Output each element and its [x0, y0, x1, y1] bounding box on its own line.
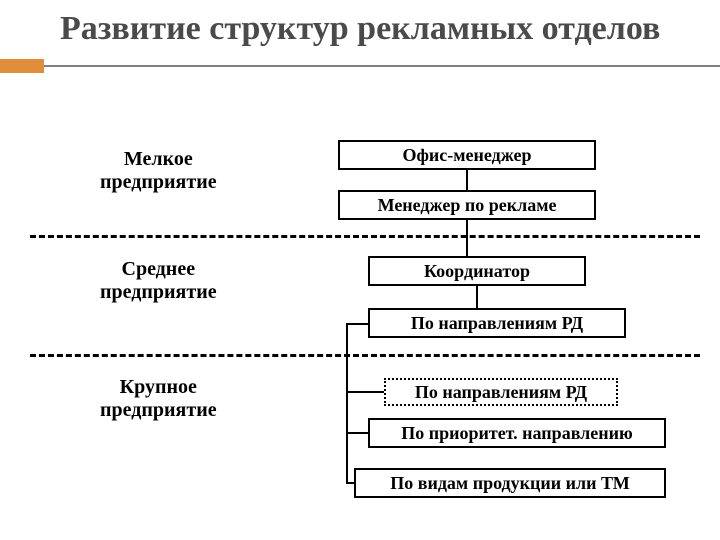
- label-line: предприятие: [100, 399, 217, 421]
- label-line: Крупное: [120, 376, 197, 398]
- slide-title: Развитие структур рекламных отделов: [60, 10, 720, 47]
- label-line: предприятие: [100, 171, 217, 193]
- slide-title-block: Развитие структур рекламных отделов: [0, 0, 720, 53]
- box-b1: Офис-менеджер: [338, 140, 596, 170]
- box-b6: По приоритет. направлению: [368, 418, 666, 448]
- box-b2: Менеджер по рекламе: [338, 190, 596, 220]
- connector-5: [346, 391, 384, 393]
- connector-1: [466, 220, 468, 256]
- section-label-0: Мелкоепредприятие: [100, 148, 217, 194]
- divider-1: [30, 354, 700, 357]
- connector-0: [466, 170, 468, 190]
- connector-2: [476, 286, 478, 308]
- connector-3: [346, 323, 348, 483]
- box-b4: По направлениям РД: [368, 308, 626, 338]
- diagram-canvas: МелкоепредприятиеСреднеепредприятиеКрупн…: [0, 130, 720, 540]
- box-b3: Координатор: [368, 256, 586, 286]
- horizontal-rule: [44, 65, 720, 67]
- accent-bar: [0, 59, 44, 73]
- connector-6: [346, 432, 368, 434]
- box-b7: По видам продукции или ТМ: [354, 468, 666, 498]
- label-line: Среднее: [122, 258, 196, 280]
- divider-0: [30, 235, 700, 238]
- box-b5: По направлениям РД: [384, 378, 618, 406]
- label-line: Мелкое: [124, 148, 193, 170]
- connector-7: [346, 482, 354, 484]
- section-label-2: Крупноепредприятие: [100, 376, 217, 422]
- connector-4: [346, 323, 368, 325]
- label-line: предприятие: [100, 281, 217, 303]
- title-underline: [0, 59, 720, 73]
- section-label-1: Среднеепредприятие: [100, 258, 217, 304]
